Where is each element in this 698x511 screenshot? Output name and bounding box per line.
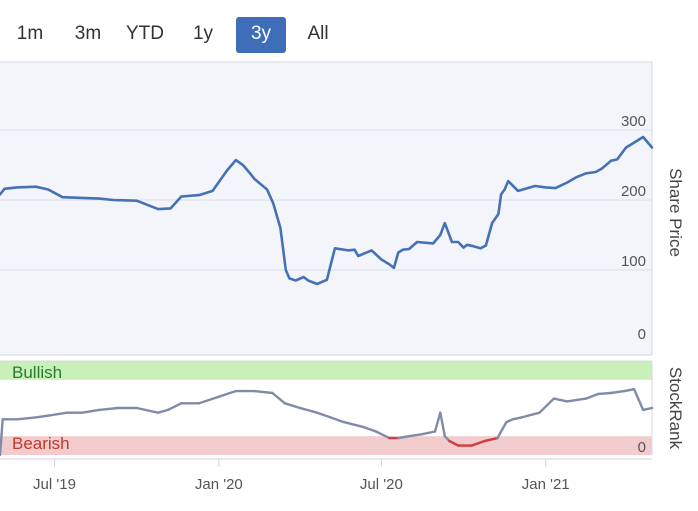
rank-series-segment	[597, 391, 613, 396]
price-tick-label: 0	[638, 326, 646, 343]
rank-series-segment	[361, 425, 378, 433]
range-1y-button[interactable]: 1y	[192, 23, 214, 44]
price-axis-title: Share Price	[666, 168, 685, 257]
rank-series-segment	[433, 411, 442, 433]
rank-series-segment	[217, 389, 238, 398]
rank-series-segment	[135, 406, 160, 414]
rank-series-segment	[552, 397, 569, 403]
price-tick-label: 300	[621, 113, 646, 130]
rank-series-segment	[253, 389, 274, 395]
rank-series-segment-bearish	[483, 436, 499, 443]
x-tick-label: Jul '20	[360, 476, 403, 493]
rank-series-segment	[271, 391, 287, 405]
price-plot-area	[0, 62, 652, 355]
rank-series-segment	[166, 402, 183, 412]
rank-series-segment	[342, 420, 364, 428]
rank-series-segment	[156, 408, 170, 414]
x-tick-label: Jan '21	[522, 476, 570, 493]
range-all-button[interactable]: All	[307, 23, 329, 44]
rank-series-segment	[566, 397, 588, 403]
rank-series-segment	[641, 406, 654, 412]
bearish-band-label: Bearish	[12, 434, 70, 453]
rank-series-segment	[623, 388, 636, 393]
bullish-band-label: Bullish	[12, 363, 62, 382]
rank-series-segment	[315, 411, 332, 419]
price-series-line	[0, 135, 654, 286]
range-1m-button[interactable]: 1m	[16, 23, 44, 44]
rank-series-segment	[496, 430, 503, 440]
rank-series-segment	[538, 397, 555, 414]
rank-tick-label: 0	[638, 439, 646, 456]
rank-series-segment	[329, 416, 346, 424]
rank-series-segment-bearish	[448, 439, 460, 447]
rank-series-segment	[15, 416, 37, 421]
rank-series-segment	[439, 411, 446, 438]
range-selector: 1m 3m YTD 1y 3y All	[0, 0, 698, 56]
rank-series-segment	[374, 430, 391, 440]
x-tick-label: Jul '19	[33, 476, 76, 493]
rank-series-segment	[420, 430, 437, 436]
range-ytd-button[interactable]: YTD	[126, 23, 164, 44]
rank-series-segment	[34, 414, 51, 419]
rank-series-segment	[298, 406, 319, 414]
rank-series-segment	[520, 411, 541, 419]
rank-series-segment	[499, 420, 508, 433]
range-3m-button[interactable]: 3m	[74, 23, 102, 44]
rank-series-segment	[584, 392, 600, 400]
price-tick-label: 200	[621, 183, 646, 200]
rank-series-segment	[632, 388, 645, 412]
range-3y-button[interactable]: 3y	[236, 17, 286, 53]
price-tick-label: 100	[621, 253, 646, 270]
rank-series-segment	[197, 395, 221, 405]
rank-series-segment	[511, 416, 523, 421]
rank-series-segment	[47, 411, 69, 417]
rank-series-segment	[0, 418, 4, 457]
rank-series-segment	[407, 433, 423, 438]
rank-series-segment	[397, 435, 411, 440]
rank-axis-title: StockRank	[666, 367, 685, 450]
rank-series-segment	[283, 402, 302, 410]
rank-series-segment	[609, 389, 626, 395]
bullish-band	[0, 361, 652, 380]
bearish-band	[0, 436, 652, 455]
rank-series-segment	[80, 408, 101, 414]
rank-series-segment	[97, 406, 120, 412]
x-tick-label: Jan '20	[195, 476, 243, 493]
rank-series-segment-bearish	[470, 439, 487, 447]
